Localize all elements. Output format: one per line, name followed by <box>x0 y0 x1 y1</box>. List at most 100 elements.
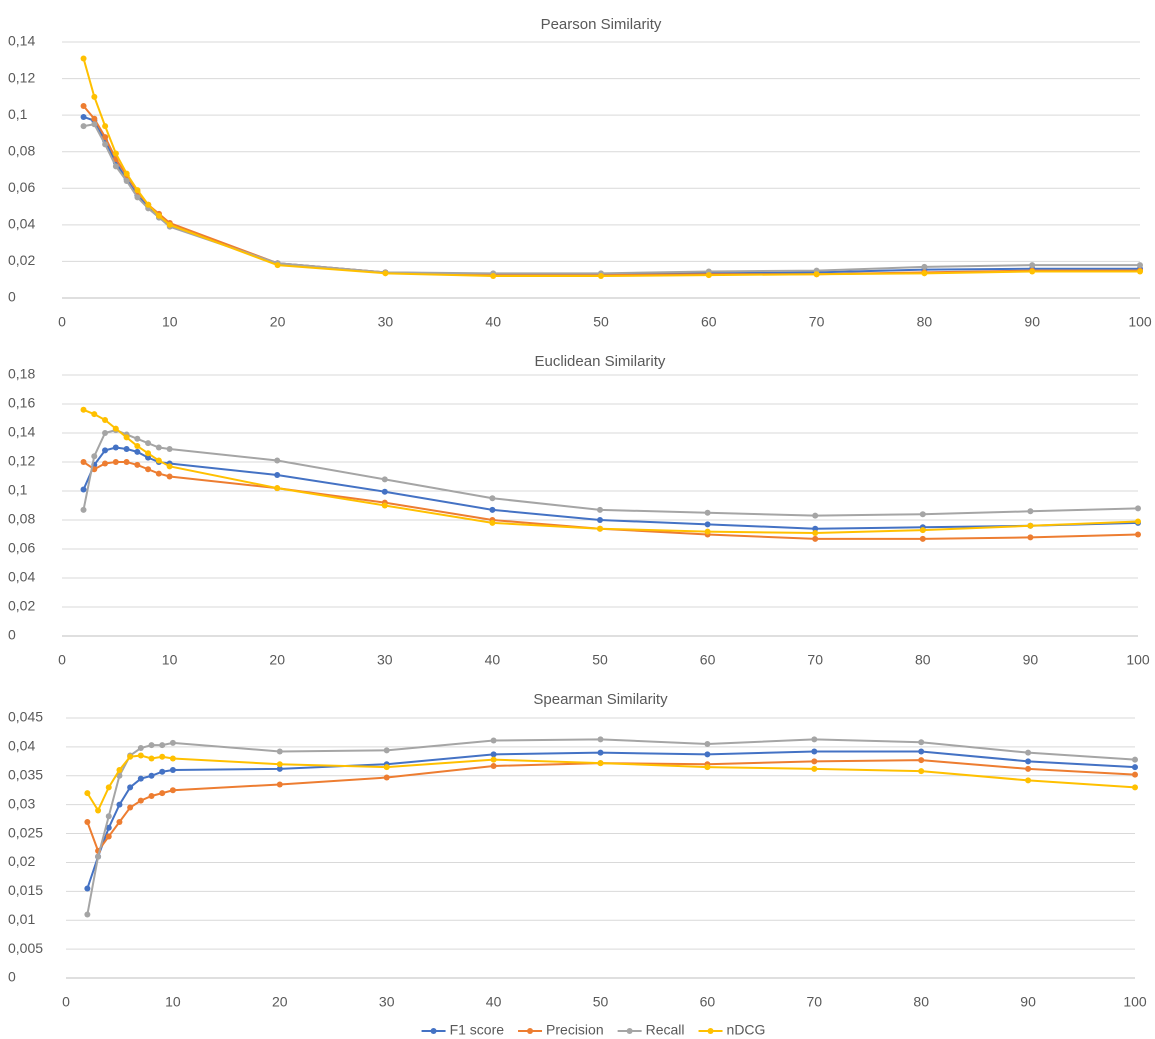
legend-label: Recall <box>646 1022 685 1038</box>
data-point <box>813 271 820 278</box>
data-point <box>597 506 603 513</box>
x-tick-label: 10 <box>165 994 181 1010</box>
x-tick-label: 20 <box>270 314 286 330</box>
data-point <box>166 463 173 470</box>
y-tick-label: 0,12 <box>8 69 35 85</box>
y-tick-label: 0,04 <box>8 738 35 754</box>
y-tick-label: 0 <box>8 627 16 643</box>
data-point <box>383 747 390 754</box>
x-tick-label: 60 <box>700 994 716 1010</box>
data-point <box>102 416 109 423</box>
data-point <box>123 177 130 184</box>
data-point <box>490 737 497 744</box>
x-tick-label: 30 <box>378 314 394 330</box>
data-point <box>166 221 173 228</box>
data-point <box>274 472 281 479</box>
y-tick-label: 0,03 <box>8 795 35 811</box>
data-point <box>919 535 926 542</box>
data-point <box>112 425 119 432</box>
data-point <box>704 764 711 771</box>
data-point <box>145 450 152 457</box>
data-point <box>145 466 152 473</box>
data-point <box>123 459 130 465</box>
legend-marker <box>527 1028 534 1034</box>
x-tick-label: 80 <box>915 652 931 668</box>
data-point <box>166 445 173 452</box>
data-point <box>80 55 87 62</box>
data-point <box>116 767 123 773</box>
data-point <box>919 527 926 534</box>
y-tick-label: 0 <box>8 969 16 985</box>
data-point <box>597 749 604 756</box>
data-point <box>105 833 112 840</box>
data-point <box>489 495 496 502</box>
data-point <box>811 765 818 772</box>
data-point <box>381 502 388 509</box>
data-point <box>84 885 91 892</box>
chart-title: Pearson Similarity <box>541 16 662 33</box>
data-point <box>134 461 141 468</box>
chart-title: Euclidean Similarity <box>535 353 666 370</box>
data-point <box>276 781 283 788</box>
data-point <box>811 758 818 765</box>
data-point <box>812 535 819 542</box>
x-tick-label: 90 <box>1020 994 1036 1010</box>
data-point <box>155 457 162 464</box>
data-point <box>137 745 144 752</box>
data-point <box>102 123 109 130</box>
data-point <box>597 736 604 743</box>
data-point <box>80 506 87 513</box>
data-point <box>276 748 283 755</box>
data-point <box>91 115 98 122</box>
data-point <box>166 473 173 480</box>
data-point <box>597 760 604 767</box>
data-point <box>1025 777 1032 784</box>
data-point <box>134 194 141 201</box>
series-line <box>86 754 1136 813</box>
data-point <box>1135 531 1141 538</box>
data-point <box>169 739 176 746</box>
x-tick-label: 20 <box>272 994 288 1010</box>
x-tick-label: 50 <box>593 994 609 1010</box>
series-line <box>86 759 1136 853</box>
data-point <box>811 736 818 743</box>
data-point <box>704 509 711 516</box>
data-point <box>134 187 141 194</box>
data-point <box>381 488 388 495</box>
y-tick-label: 0,14 <box>8 33 35 49</box>
data-point <box>919 511 926 518</box>
data-point <box>84 790 91 797</box>
data-point <box>80 406 87 413</box>
data-point <box>91 411 98 418</box>
data-point <box>490 273 497 280</box>
x-tick-label: 0 <box>62 994 70 1010</box>
data-point <box>134 448 141 455</box>
x-tick-label: 10 <box>162 652 178 668</box>
data-point <box>489 506 496 513</box>
data-point <box>84 819 91 825</box>
data-point <box>102 134 109 141</box>
data-point <box>102 447 109 454</box>
data-point <box>159 753 166 760</box>
data-point <box>1132 784 1138 791</box>
data-point <box>1025 765 1032 772</box>
data-point <box>148 772 155 779</box>
data-point <box>1027 508 1034 515</box>
data-point <box>145 440 152 447</box>
data-point <box>918 757 925 764</box>
data-point <box>811 748 818 755</box>
x-tick-label: 80 <box>917 314 933 330</box>
data-point <box>812 525 819 532</box>
data-point <box>381 476 388 483</box>
data-point <box>91 121 98 128</box>
data-point <box>918 739 925 746</box>
data-point <box>112 459 119 465</box>
data-point <box>812 530 819 537</box>
y-tick-label: 0,04 <box>8 569 35 585</box>
data-point <box>597 517 603 523</box>
x-tick-label: 20 <box>269 652 285 668</box>
data-point <box>105 824 112 831</box>
data-point <box>704 751 711 758</box>
x-tick-label: 50 <box>592 652 608 668</box>
data-point <box>1025 749 1032 756</box>
